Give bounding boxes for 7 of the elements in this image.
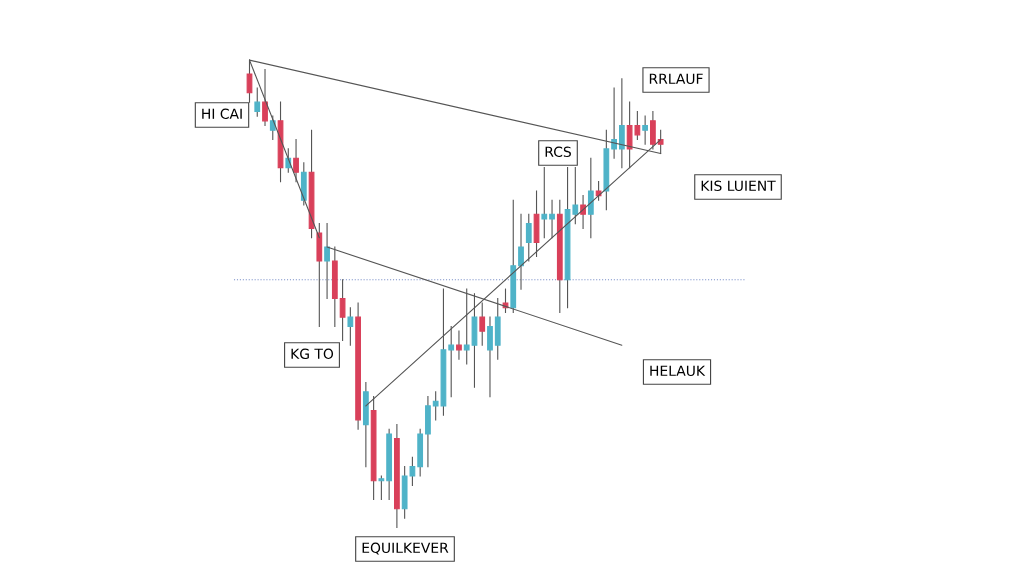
annotation: KG TO (291, 348, 334, 360)
text: KIS LUIENT (701, 180, 776, 192)
annotation: RRLAUF (649, 73, 703, 85)
annotation: RCS (545, 146, 571, 158)
text: HI CAI (202, 108, 242, 120)
annotation: HELAUK (650, 365, 706, 377)
text: EQUILKEVER (362, 542, 449, 555)
